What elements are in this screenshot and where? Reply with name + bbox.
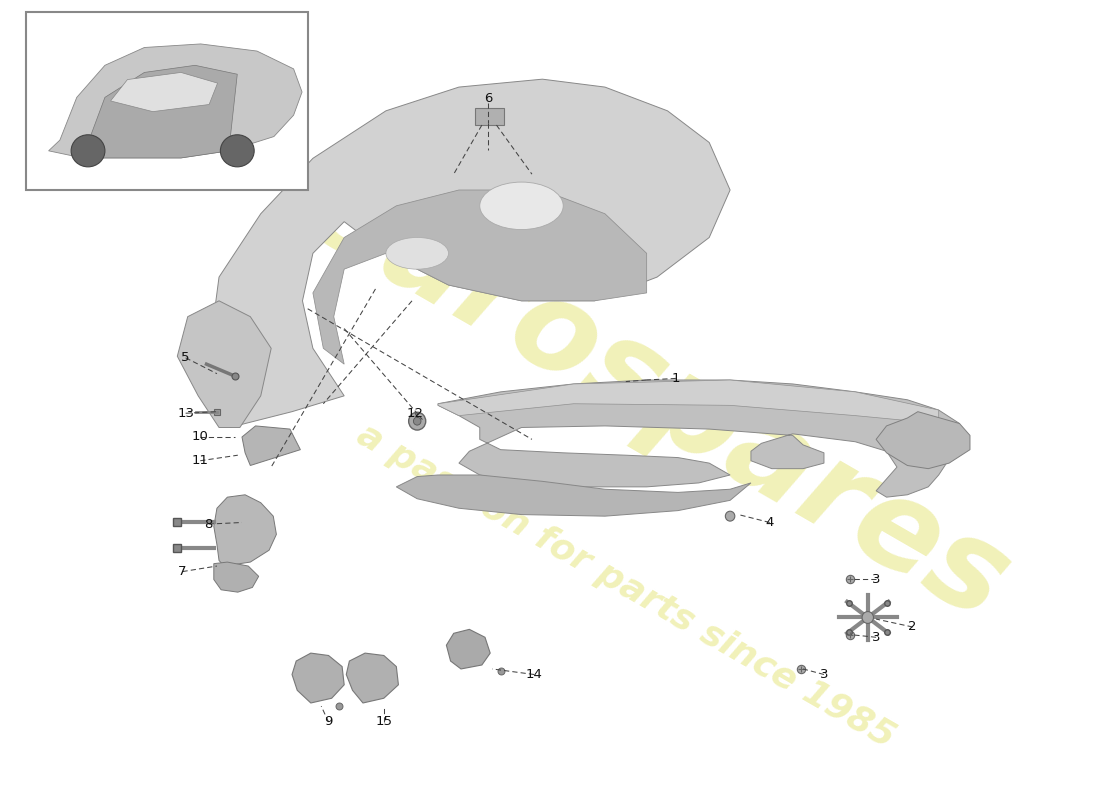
- Text: 4: 4: [766, 516, 774, 529]
- Text: 12: 12: [407, 406, 424, 420]
- Polygon shape: [213, 494, 276, 566]
- Text: 7: 7: [178, 565, 187, 578]
- Text: 3: 3: [820, 668, 828, 681]
- Text: 3: 3: [872, 573, 880, 586]
- Text: eurospares: eurospares: [285, 146, 1030, 646]
- Polygon shape: [438, 380, 938, 423]
- Text: 1: 1: [672, 372, 680, 385]
- Text: 10: 10: [191, 430, 209, 443]
- Text: 3: 3: [872, 630, 880, 644]
- Polygon shape: [876, 412, 970, 469]
- Polygon shape: [438, 380, 959, 497]
- Text: a passion for parts since 1985: a passion for parts since 1985: [351, 418, 901, 754]
- Circle shape: [409, 412, 426, 430]
- Ellipse shape: [220, 134, 254, 167]
- Polygon shape: [82, 66, 238, 158]
- Polygon shape: [312, 190, 647, 364]
- Polygon shape: [346, 653, 398, 703]
- Text: 13: 13: [177, 406, 195, 420]
- Circle shape: [862, 611, 873, 623]
- Ellipse shape: [386, 238, 449, 269]
- Text: 9: 9: [324, 715, 332, 729]
- Text: 14: 14: [526, 668, 542, 681]
- Ellipse shape: [480, 182, 563, 230]
- Polygon shape: [242, 426, 300, 466]
- Text: 11: 11: [191, 454, 209, 467]
- Text: 2: 2: [909, 621, 917, 634]
- Polygon shape: [447, 630, 491, 669]
- Circle shape: [725, 511, 735, 521]
- Polygon shape: [209, 79, 730, 427]
- Polygon shape: [396, 475, 751, 516]
- Polygon shape: [48, 44, 303, 158]
- Text: 6: 6: [484, 92, 493, 105]
- Bar: [474, 108, 504, 125]
- Text: 15: 15: [375, 715, 393, 729]
- Polygon shape: [213, 562, 258, 592]
- Text: 5: 5: [182, 351, 190, 364]
- Polygon shape: [111, 73, 218, 112]
- Bar: [26, 12, 308, 190]
- Polygon shape: [292, 653, 344, 703]
- Ellipse shape: [72, 134, 104, 167]
- Polygon shape: [177, 301, 272, 427]
- Circle shape: [414, 418, 421, 425]
- Text: 8: 8: [205, 518, 212, 530]
